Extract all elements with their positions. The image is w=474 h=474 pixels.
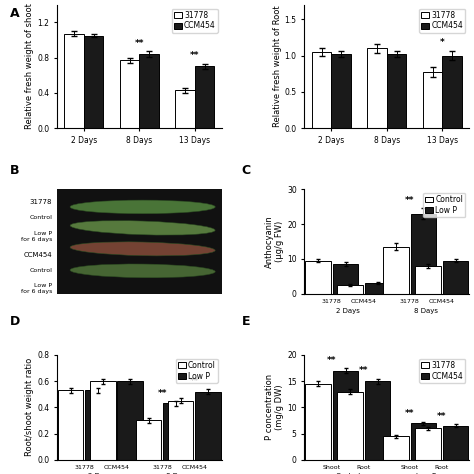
Bar — [415, 266, 441, 294]
Bar — [443, 426, 468, 460]
Bar — [139, 54, 159, 128]
Bar — [383, 436, 409, 460]
Text: Low P: Low P — [34, 283, 52, 288]
Bar — [136, 420, 161, 460]
Text: Control: Control — [29, 215, 52, 220]
Text: **: ** — [157, 389, 167, 398]
Text: Low P: Low P — [34, 231, 52, 236]
Y-axis label: Relative fresh weight of shoot: Relative fresh weight of shoot — [25, 3, 34, 129]
Ellipse shape — [70, 264, 215, 278]
Text: **: ** — [327, 356, 337, 365]
Bar — [333, 371, 358, 460]
Bar — [442, 55, 462, 128]
Bar — [333, 264, 358, 294]
Bar — [415, 428, 441, 460]
Legend: 31778, CCM454: 31778, CCM454 — [419, 359, 465, 383]
Bar — [365, 283, 391, 294]
Y-axis label: P concentration
(mg/g DW): P concentration (mg/g DW) — [265, 374, 284, 440]
Bar — [365, 381, 391, 460]
Bar — [195, 66, 214, 128]
Text: *: * — [440, 38, 445, 47]
Bar — [312, 52, 331, 128]
Text: **: ** — [135, 39, 144, 48]
Text: **: ** — [359, 366, 369, 375]
Ellipse shape — [70, 200, 215, 214]
Bar — [58, 390, 83, 460]
Text: **: ** — [190, 377, 199, 386]
Text: E: E — [242, 315, 250, 328]
Bar — [331, 54, 351, 128]
Bar — [120, 60, 139, 128]
Bar — [443, 261, 468, 294]
Ellipse shape — [70, 242, 215, 256]
Legend: 31778, CCM454: 31778, CCM454 — [419, 9, 465, 33]
Text: for 6 days: for 6 days — [21, 237, 52, 242]
Bar — [367, 48, 387, 128]
Bar — [64, 34, 84, 128]
Text: for 6 days: for 6 days — [21, 289, 52, 294]
Bar — [410, 214, 436, 294]
Bar — [84, 36, 103, 128]
Bar — [337, 285, 363, 294]
Text: B: B — [9, 164, 19, 176]
Text: 2 Days: 2 Days — [336, 308, 360, 313]
Bar — [175, 90, 195, 128]
Y-axis label: Root/shoot weight ratio: Root/shoot weight ratio — [25, 358, 34, 456]
Text: **: ** — [405, 196, 414, 205]
Bar — [410, 423, 436, 460]
Legend: Control, Low P: Control, Low P — [176, 359, 218, 383]
Text: **: ** — [405, 410, 414, 419]
Legend: Control, Low P: Control, Low P — [423, 193, 465, 217]
Text: 31778: 31778 — [30, 199, 52, 205]
Y-axis label: Relative fresh weight of Root: Relative fresh weight of Root — [273, 6, 282, 127]
Bar — [163, 403, 189, 460]
Bar — [90, 381, 116, 460]
Text: Control: Control — [29, 268, 52, 273]
Text: D: D — [9, 315, 20, 328]
Ellipse shape — [70, 221, 215, 235]
Bar — [305, 261, 331, 294]
Text: **: ** — [190, 51, 200, 60]
Text: A: A — [9, 7, 19, 20]
Bar — [383, 247, 409, 294]
Bar — [423, 72, 442, 128]
Bar — [168, 401, 193, 460]
Legend: 31778, CCM454: 31778, CCM454 — [172, 9, 218, 33]
Bar — [195, 392, 221, 460]
Text: C: C — [242, 164, 251, 176]
Bar — [85, 390, 111, 460]
Text: CCM454: CCM454 — [24, 252, 52, 258]
Text: **: ** — [437, 412, 447, 421]
Y-axis label: Anthocyanin
(μg/g FW): Anthocyanin (μg/g FW) — [265, 215, 284, 268]
Text: 8 Days: 8 Days — [414, 308, 438, 313]
Bar — [305, 384, 331, 460]
Bar — [387, 54, 406, 128]
Bar — [337, 392, 363, 460]
Bar — [118, 381, 143, 460]
